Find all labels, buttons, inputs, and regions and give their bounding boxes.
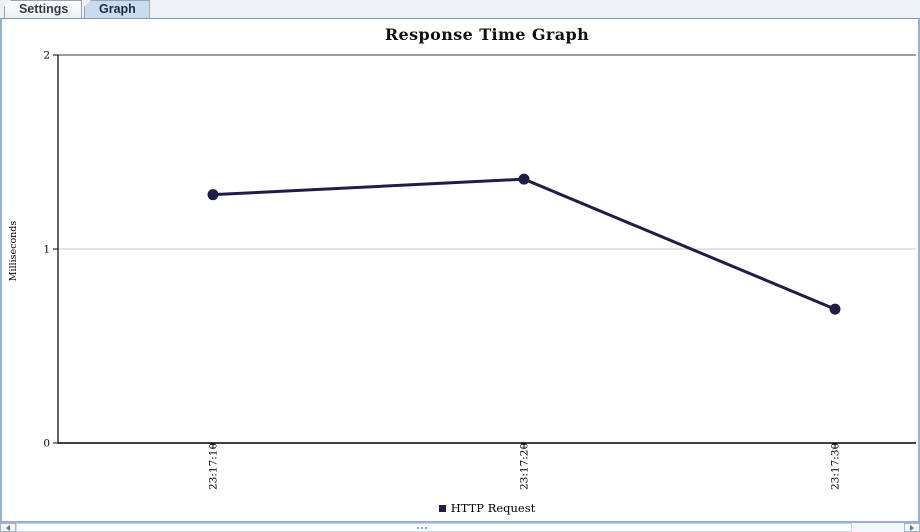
x-tick-label: 23:17:20 — [519, 443, 531, 490]
scrollbar-grip-icon — [417, 527, 431, 529]
data-point — [207, 189, 219, 201]
scroll-right-button[interactable] — [904, 523, 920, 532]
x-tick-label: 23:17:30 — [830, 443, 842, 490]
tab-graph[interactable]: Graph — [84, 0, 150, 18]
tab-bar: Settings Graph — [0, 0, 920, 18]
data-point — [518, 173, 530, 185]
horizontal-scrollbar[interactable] — [0, 523, 920, 532]
series-line — [211, 177, 837, 311]
scrollbar-thumb[interactable] — [16, 523, 852, 532]
scroll-left-button[interactable] — [0, 523, 16, 532]
chart-title: Response Time Graph — [384, 25, 590, 44]
data-point — [829, 303, 841, 315]
y-tick-label: 0 — [43, 438, 50, 450]
x-tick-label: 23:17:10 — [208, 443, 220, 490]
y-tick-label: 2 — [43, 50, 50, 62]
scroll-right-icon — [910, 524, 914, 531]
y-tick-label: 1 — [43, 244, 50, 256]
line-chart: 0 1 2 23:17:10 23:17:20 23:17:30 — [43, 50, 916, 490]
legend-label: HTTP Request — [450, 501, 536, 515]
legend-marker-icon — [438, 504, 446, 512]
graph-panel: Response Time Graph Milliseconds 0 1 2 23:1… — [0, 18, 920, 523]
scroll-left-icon — [6, 524, 10, 531]
chart-legend: HTTP Request — [58, 501, 916, 515]
tab-settings[interactable]: Settings — [4, 0, 83, 18]
